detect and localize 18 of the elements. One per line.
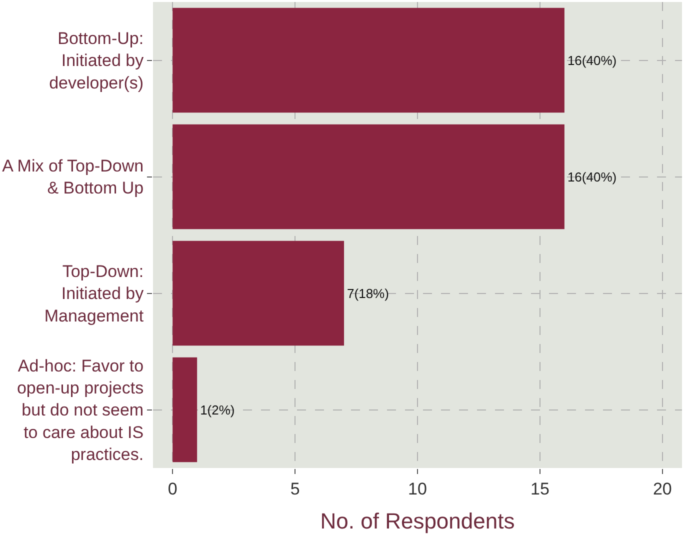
bar	[172, 357, 198, 462]
y-tick-label: Bottom-Up: Initiated by developer(s)	[49, 29, 144, 92]
x-tick-label: 10	[408, 479, 427, 498]
bar	[172, 124, 564, 230]
x-tick-label: 0	[168, 479, 178, 498]
bar	[172, 8, 564, 113]
data-label: 1(2%)	[200, 402, 235, 418]
y-tick-label: Top-Down: Initiated by Management	[44, 262, 144, 326]
x-axis-title: No. of Respondents	[320, 508, 515, 534]
bar	[172, 240, 344, 346]
data-label: 16(40%)	[567, 52, 617, 68]
y-tick-label: A Mix of Top-Down & Bottom Up	[2, 156, 144, 198]
x-tick-label: 15	[530, 479, 550, 498]
x-tick-label: 20	[652, 479, 672, 498]
data-label: 16(40%)	[567, 169, 617, 184]
x-tick-label: 5	[290, 479, 300, 498]
data-label: 7(18%)	[347, 286, 389, 301]
y-tick-label: Ad-hoc: Favor to open-up projects but do not seem to care about IS practices.	[16, 356, 144, 464]
